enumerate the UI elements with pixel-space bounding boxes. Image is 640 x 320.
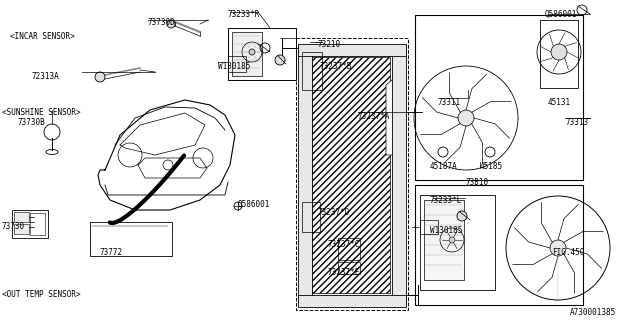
Circle shape	[275, 55, 285, 65]
Bar	[392, 45, 406, 303]
Text: <SUNSHINE SENSOR>: <SUNSHINE SENSOR>	[2, 108, 81, 117]
Bar	[302, 52, 322, 90]
Polygon shape	[386, 68, 406, 155]
Text: A730001385: A730001385	[570, 308, 616, 317]
Text: Q586001: Q586001	[545, 10, 577, 19]
Bar	[312, 57, 390, 293]
Text: 73237*B: 73237*B	[320, 62, 353, 71]
Text: 45187A: 45187A	[430, 162, 458, 171]
Text: <INCAR SENSOR>: <INCAR SENSOR>	[10, 32, 75, 41]
Bar	[424, 200, 464, 280]
Text: 73772: 73772	[100, 248, 123, 257]
Circle shape	[167, 20, 175, 28]
Text: 45131: 45131	[548, 98, 571, 107]
Bar	[420, 195, 495, 290]
Text: 72313A: 72313A	[32, 72, 60, 81]
Bar	[415, 185, 583, 305]
Text: W130185: W130185	[430, 226, 462, 235]
Text: Q586001: Q586001	[238, 200, 270, 209]
Text: 73237*A: 73237*A	[358, 112, 390, 121]
Text: <OUT TEMP SENSOR>: <OUT TEMP SENSOR>	[2, 290, 81, 299]
Text: 73237*E: 73237*E	[328, 268, 360, 277]
Text: 73313: 73313	[565, 118, 588, 127]
Text: 73730B: 73730B	[18, 118, 45, 127]
Text: 73730D: 73730D	[148, 18, 176, 27]
Bar	[540, 20, 578, 88]
Text: 73310: 73310	[466, 178, 489, 187]
Bar	[90, 222, 172, 256]
Text: 73311: 73311	[438, 98, 461, 107]
Bar	[420, 220, 438, 234]
Bar	[30, 213, 45, 235]
Bar	[14, 224, 29, 234]
Text: 45185: 45185	[480, 162, 503, 171]
Bar	[14, 212, 29, 222]
Bar	[12, 210, 48, 238]
Text: 73233*L: 73233*L	[430, 196, 462, 205]
Bar	[228, 56, 246, 72]
Bar	[298, 295, 406, 307]
Text: 73237*D: 73237*D	[318, 208, 350, 217]
Text: 73237*C: 73237*C	[328, 240, 360, 249]
Bar	[296, 38, 408, 310]
Bar	[232, 32, 262, 76]
Text: FIG.450: FIG.450	[552, 248, 584, 257]
Text: 73730: 73730	[2, 222, 25, 231]
Bar	[302, 202, 320, 232]
Bar	[228, 28, 296, 80]
Circle shape	[550, 240, 566, 256]
Circle shape	[457, 211, 467, 221]
Circle shape	[458, 110, 474, 126]
Bar	[298, 44, 406, 56]
Circle shape	[249, 49, 255, 55]
Circle shape	[449, 237, 455, 243]
Bar	[338, 262, 360, 274]
Text: 73210: 73210	[318, 40, 341, 49]
Bar	[298, 45, 312, 303]
Circle shape	[551, 44, 567, 60]
Text: W130185: W130185	[218, 62, 250, 71]
Circle shape	[95, 72, 105, 82]
Text: 73233*R: 73233*R	[228, 10, 260, 19]
Bar	[338, 238, 360, 260]
Bar	[415, 15, 583, 180]
